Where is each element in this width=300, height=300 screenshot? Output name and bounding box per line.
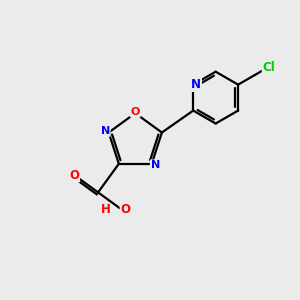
Text: O: O: [120, 203, 130, 216]
Text: O: O: [130, 107, 140, 117]
Text: Cl: Cl: [262, 61, 275, 74]
Text: H: H: [101, 203, 111, 216]
Text: N: N: [151, 160, 160, 170]
Text: N: N: [191, 78, 201, 91]
Text: N: N: [100, 126, 110, 136]
Text: O: O: [69, 169, 79, 182]
